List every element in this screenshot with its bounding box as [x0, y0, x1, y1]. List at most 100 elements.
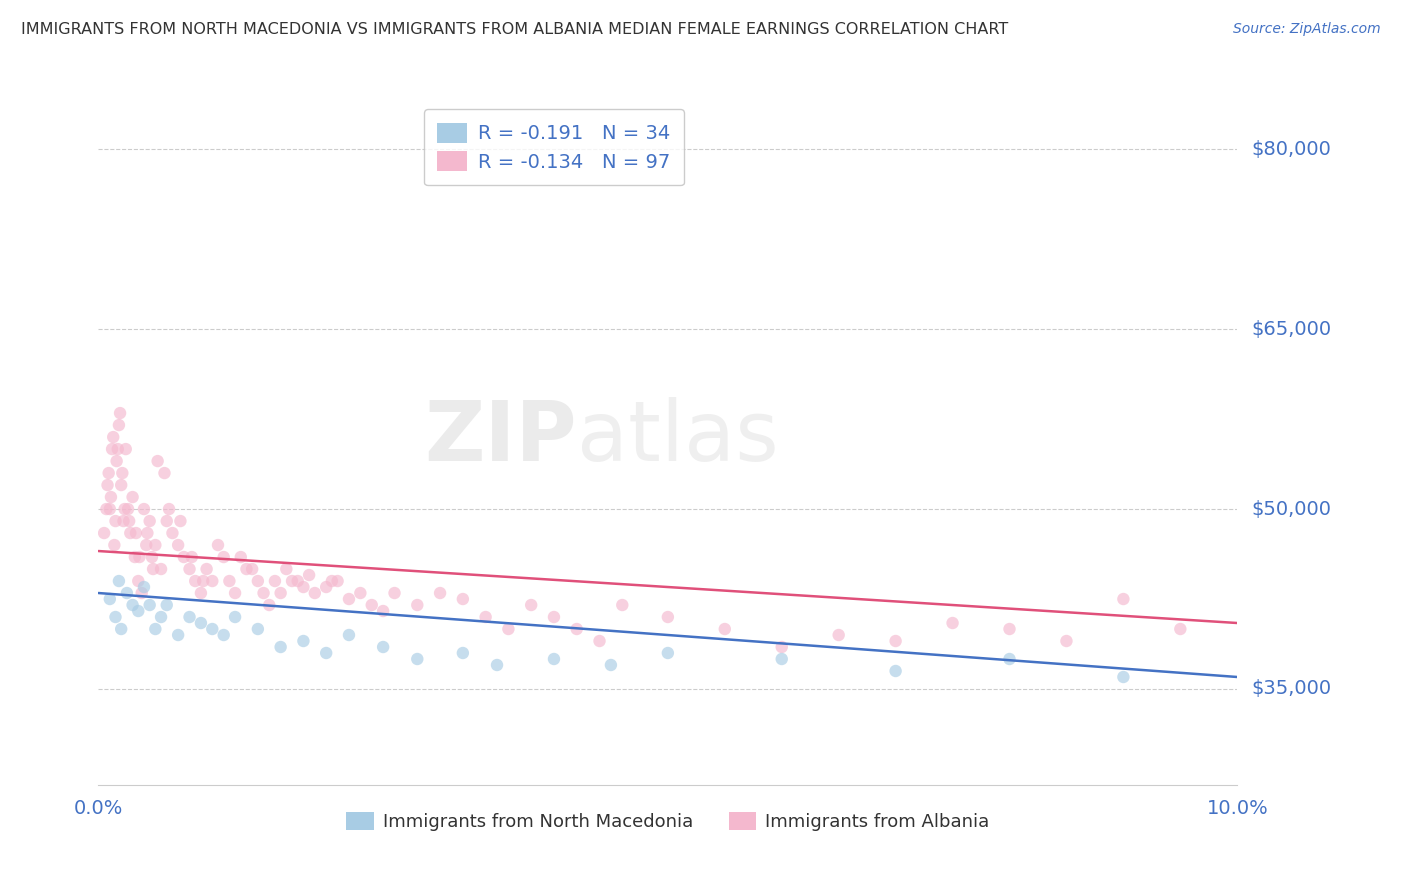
- Text: atlas: atlas: [576, 397, 779, 477]
- Point: [451, 592, 474, 607]
- Point: [156, 514, 179, 528]
- Point: [292, 634, 315, 648]
- Point: [145, 622, 167, 636]
- Point: [349, 586, 371, 600]
- Point: [98, 502, 121, 516]
- Point: [117, 502, 139, 516]
- Point: [714, 622, 737, 636]
- Point: [520, 598, 543, 612]
- Point: [1170, 622, 1192, 636]
- Point: [224, 610, 246, 624]
- Point: [173, 549, 195, 564]
- Point: [120, 526, 142, 541]
- Point: [292, 580, 315, 594]
- Point: [315, 580, 337, 594]
- Point: [281, 574, 304, 588]
- Point: [180, 549, 202, 564]
- Point: [103, 538, 125, 552]
- Point: [162, 526, 184, 541]
- Point: [942, 615, 965, 630]
- Point: [167, 628, 190, 642]
- Point: [276, 562, 298, 576]
- Point: [235, 562, 257, 576]
- Point: [136, 526, 159, 541]
- Point: [337, 592, 360, 607]
- Point: [135, 538, 157, 552]
- Point: [259, 598, 281, 612]
- Point: [190, 615, 212, 630]
- Point: [246, 574, 269, 588]
- Point: [304, 586, 326, 600]
- Point: [474, 610, 496, 624]
- Point: [406, 652, 429, 666]
- Point: [270, 640, 292, 654]
- Text: $35,000: $35,000: [1251, 680, 1331, 698]
- Point: [132, 502, 155, 516]
- Point: [138, 598, 160, 612]
- Point: [543, 652, 565, 666]
- Point: [1112, 592, 1135, 607]
- Point: [543, 610, 565, 624]
- Point: [131, 586, 153, 600]
- Text: IMMIGRANTS FROM NORTH MACEDONIA VS IMMIGRANTS FROM ALBANIA MEDIAN FEMALE EARNING: IMMIGRANTS FROM NORTH MACEDONIA VS IMMIG…: [21, 22, 1008, 37]
- Point: [828, 628, 851, 642]
- Point: [108, 574, 131, 588]
- Point: [110, 622, 132, 636]
- Point: [240, 562, 263, 576]
- Point: [121, 598, 143, 612]
- Point: [193, 574, 215, 588]
- Point: [108, 406, 131, 420]
- Point: [125, 526, 148, 541]
- Point: [884, 634, 907, 648]
- Point: [201, 574, 224, 588]
- Point: [101, 442, 124, 456]
- Point: [321, 574, 343, 588]
- Point: [111, 466, 134, 480]
- Point: [179, 610, 201, 624]
- Point: [212, 549, 235, 564]
- Point: [451, 646, 474, 660]
- Point: [371, 640, 394, 654]
- Point: [100, 490, 122, 504]
- Point: [770, 652, 793, 666]
- Text: $80,000: $80,000: [1251, 140, 1331, 159]
- Point: [195, 562, 218, 576]
- Point: [337, 628, 360, 642]
- Text: $65,000: $65,000: [1251, 319, 1331, 339]
- Point: [96, 478, 118, 492]
- Point: [588, 634, 610, 648]
- Point: [167, 538, 190, 552]
- Point: [252, 586, 274, 600]
- Point: [298, 568, 321, 582]
- Point: [153, 466, 176, 480]
- Point: [218, 574, 240, 588]
- Point: [96, 502, 118, 516]
- Point: [384, 586, 406, 600]
- Point: [114, 442, 136, 456]
- Point: [138, 514, 160, 528]
- Point: [127, 574, 149, 588]
- Point: [142, 562, 165, 576]
- Point: [132, 580, 155, 594]
- Point: [108, 418, 131, 433]
- Point: [156, 598, 179, 612]
- Point: [224, 586, 246, 600]
- Point: [201, 622, 224, 636]
- Point: [97, 466, 120, 480]
- Legend: Immigrants from North Macedonia, Immigrants from Albania: Immigrants from North Macedonia, Immigra…: [339, 805, 997, 838]
- Point: [98, 592, 121, 607]
- Point: [121, 490, 143, 504]
- Point: [270, 586, 292, 600]
- Point: [287, 574, 309, 588]
- Point: [657, 610, 679, 624]
- Point: [124, 549, 146, 564]
- Point: [657, 646, 679, 660]
- Point: [1056, 634, 1078, 648]
- Point: [105, 454, 128, 468]
- Point: [128, 549, 150, 564]
- Point: [770, 640, 793, 654]
- Point: [600, 658, 623, 673]
- Point: [486, 658, 509, 673]
- Point: [118, 514, 141, 528]
- Point: [998, 652, 1021, 666]
